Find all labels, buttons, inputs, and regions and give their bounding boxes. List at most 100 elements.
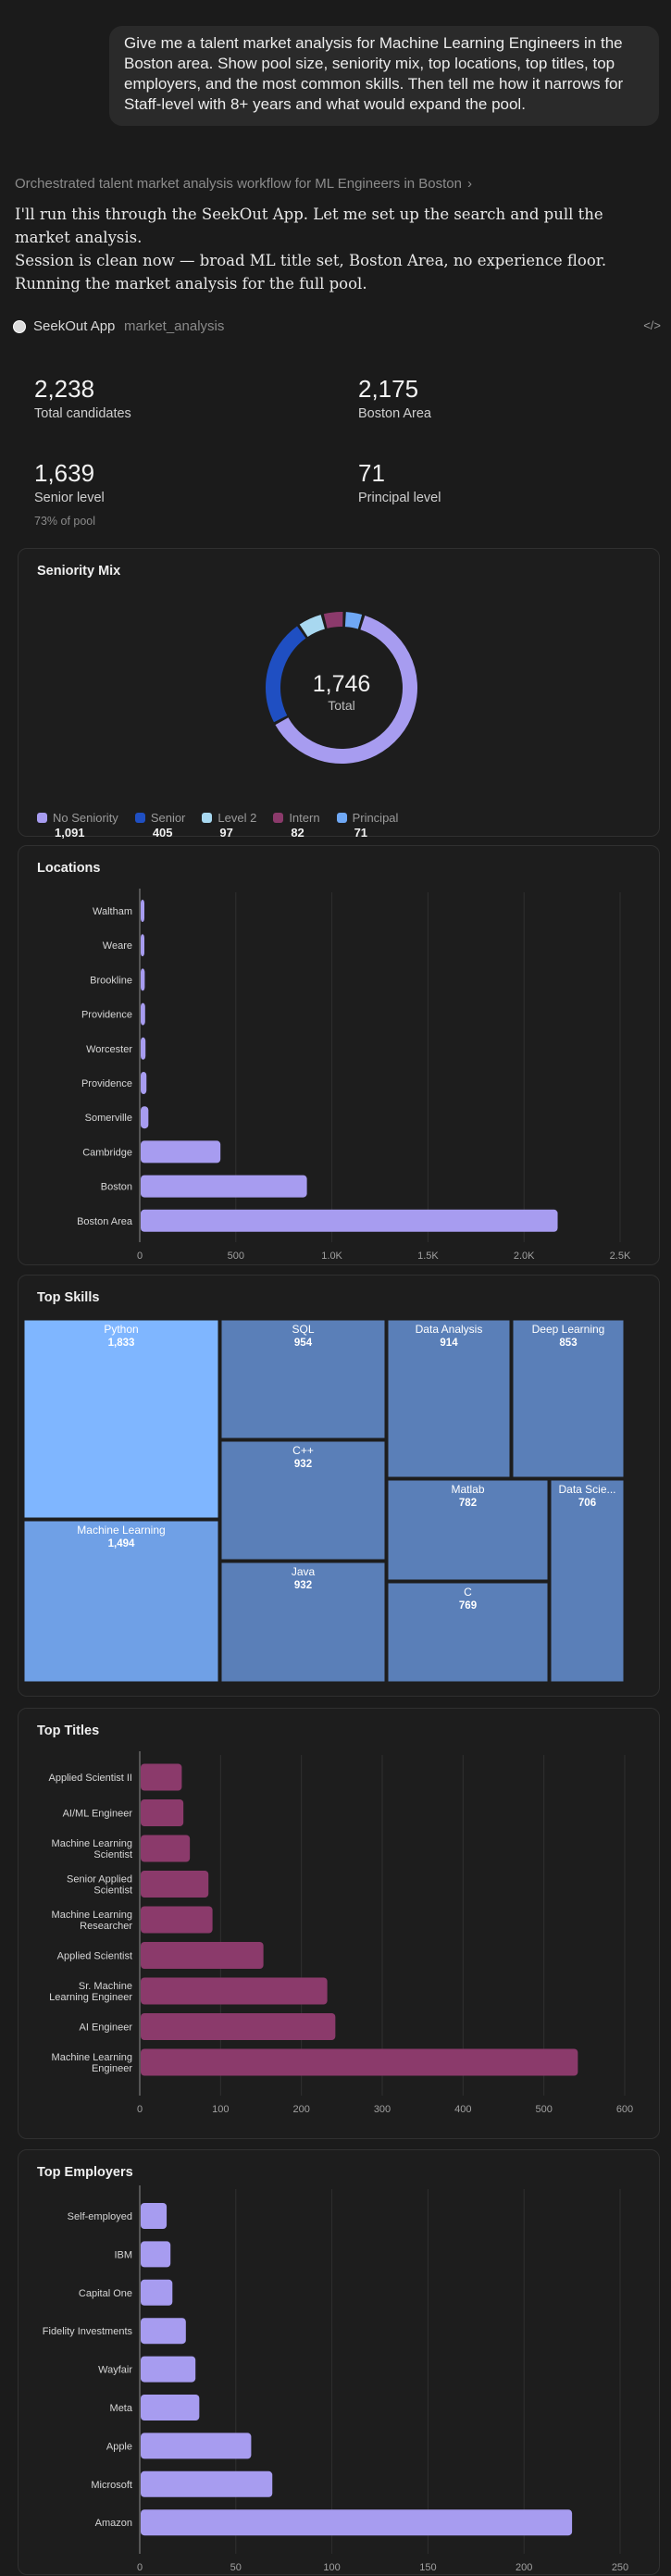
treemap-cell-name: Java — [292, 1565, 316, 1578]
y-category-label: Fidelity Investments — [43, 2326, 133, 2337]
stat-value: 71 — [358, 459, 385, 487]
treemap-cell-name: Deep Learning — [532, 1323, 605, 1336]
y-category-label: Boston — [101, 1182, 132, 1193]
titles-card: Top Titles 0 100 200 300 400 500 600 Applied Sc… — [18, 1708, 660, 2139]
app-name: SeekOut App — [33, 318, 116, 334]
bar — [141, 1835, 191, 1862]
bar — [141, 2433, 252, 2459]
stat-boston-area: 2,175 Boston Area — [358, 375, 431, 421]
treemap-cell — [387, 1319, 511, 1478]
x-tick-label: 600 — [616, 2104, 633, 2115]
x-tick-label: 500 — [228, 1251, 244, 1262]
legend-label: Intern — [289, 811, 320, 825]
x-tick-label: 200 — [292, 2104, 309, 2115]
treemap-cell — [220, 1440, 386, 1561]
treemap-cell-name: C++ — [292, 1444, 314, 1457]
y-category-label: Apple — [106, 2441, 132, 2452]
bar — [141, 1799, 184, 1826]
stat-value: 1,639 — [34, 459, 95, 487]
code-icon[interactable]: </> — [643, 318, 661, 332]
treemap-cell — [387, 1582, 549, 1683]
legend-value: 71 — [354, 826, 368, 840]
donut-slice-principal — [266, 611, 417, 764]
y-category-label: AI Engineer — [80, 2022, 133, 2034]
bar — [141, 1175, 307, 1198]
y-category-label: Machine Learning Researcher — [52, 1910, 133, 1932]
legend-item: Senior 405 — [134, 811, 186, 840]
y-category-label-line: Machine Learning — [52, 1838, 132, 1849]
bar — [141, 1002, 145, 1026]
treemap-cell-name: SQL — [292, 1323, 314, 1336]
locations-chart: 0 500 1.0K 1.5K 2.0K 2.5K Waltham Weare Brooklin… — [77, 889, 631, 1262]
treemap-cell-value: 932 — [294, 1580, 312, 1591]
card-title: Top Skills — [37, 1290, 100, 1305]
legend-item: Level 2 97 — [202, 811, 256, 840]
x-tick-label: 100 — [323, 2562, 340, 2573]
bar — [141, 2356, 196, 2383]
legend-value: 82 — [291, 826, 304, 840]
treemap-cell — [512, 1319, 625, 1478]
chevron-right-icon: › — [467, 176, 472, 192]
treemap-cell-value: 954 — [294, 1338, 313, 1349]
y-category-label: Sr. Machine Learning Engineer — [49, 1981, 132, 2003]
x-tick-label: 0 — [137, 2562, 143, 2573]
app-header: SeekOut App market_analysis </> — [13, 317, 661, 336]
treemap-cell-value: 1,833 — [108, 1338, 135, 1349]
bar — [141, 900, 144, 922]
treemap-cell-value: 932 — [294, 1459, 312, 1470]
treemap-cell-value: 914 — [440, 1338, 458, 1349]
y-category-label-line: Senior Applied — [67, 1874, 132, 1885]
stat-label: Senior level — [34, 491, 105, 505]
workflow-link[interactable]: Orchestrated talent market analysis work… — [15, 176, 472, 192]
x-tick-label: 2.5K — [610, 1251, 631, 1262]
y-category-label: Boston Area — [77, 1216, 133, 1227]
y-category-label: Self-employed — [68, 2211, 132, 2222]
legend-value: 1,091 — [55, 826, 85, 840]
bar — [141, 968, 145, 991]
legend-swatch — [202, 813, 213, 823]
bar — [141, 1037, 146, 1060]
y-category-label: Weare — [103, 940, 132, 952]
legend-label: Level 2 — [217, 811, 257, 825]
y-category-label: Providence — [81, 1078, 132, 1089]
app-logo-icon — [13, 320, 26, 333]
workflow-link-label: Orchestrated talent market analysis work… — [15, 176, 462, 192]
locations-card: Locations 0 500 1.0K 1.5K 2.0K 2.5K Waltham Wea… — [18, 845, 660, 1265]
legend-item: Principal 71 — [336, 811, 398, 840]
stat-value: 2,175 — [358, 375, 419, 403]
tool-name: market_analysis — [124, 318, 225, 334]
x-tick-label: 300 — [374, 2104, 391, 2115]
assistant-intro: I'll run this through the SeekOut App. L… — [15, 205, 603, 246]
y-category-label: Meta — [110, 2403, 133, 2414]
bar — [141, 1763, 182, 1791]
bar — [141, 1140, 221, 1164]
seniority-card: Seniority Mix 1,746 Total No Seniority 1,0… — [18, 548, 660, 840]
bar — [141, 2241, 171, 2268]
skills-card: Top Skills Python 1,833 Machine Learning 1,… — [18, 1275, 660, 1697]
stat-senior-level: 1,639 Senior level 73% of pool — [34, 459, 105, 528]
treemap-cell — [550, 1479, 625, 1683]
legend-swatch — [134, 813, 145, 823]
y-category-label-line: Sr. Machine — [79, 1981, 132, 1992]
y-category-label-line: Machine Learning — [52, 1910, 132, 1921]
treemap-cell-name: Matlab — [451, 1483, 484, 1496]
treemap-cell — [23, 1319, 219, 1519]
bar — [141, 1977, 328, 2005]
treemap-cell-name: C — [464, 1586, 472, 1599]
legend-label: No Seniority — [53, 811, 118, 825]
card-title: Top Titles — [37, 1724, 100, 1738]
legend-swatch — [336, 813, 347, 823]
titles-chart: 0 100 200 300 400 500 600 Applied Scientist II A… — [49, 1751, 633, 2115]
legend-label: Senior — [150, 811, 186, 825]
stat-value: 2,238 — [34, 375, 95, 403]
treemap-cell-name: Data Scie... — [558, 1483, 615, 1496]
bar — [141, 2395, 200, 2420]
x-tick-label: 200 — [516, 2562, 532, 2573]
treemap-cell-name: Machine Learning — [77, 1524, 165, 1537]
y-category-label: Waltham — [93, 906, 132, 917]
bar — [141, 2318, 186, 2345]
y-category-label: IBM — [114, 2249, 132, 2260]
treemap-cell-value: 1,494 — [108, 1538, 135, 1549]
